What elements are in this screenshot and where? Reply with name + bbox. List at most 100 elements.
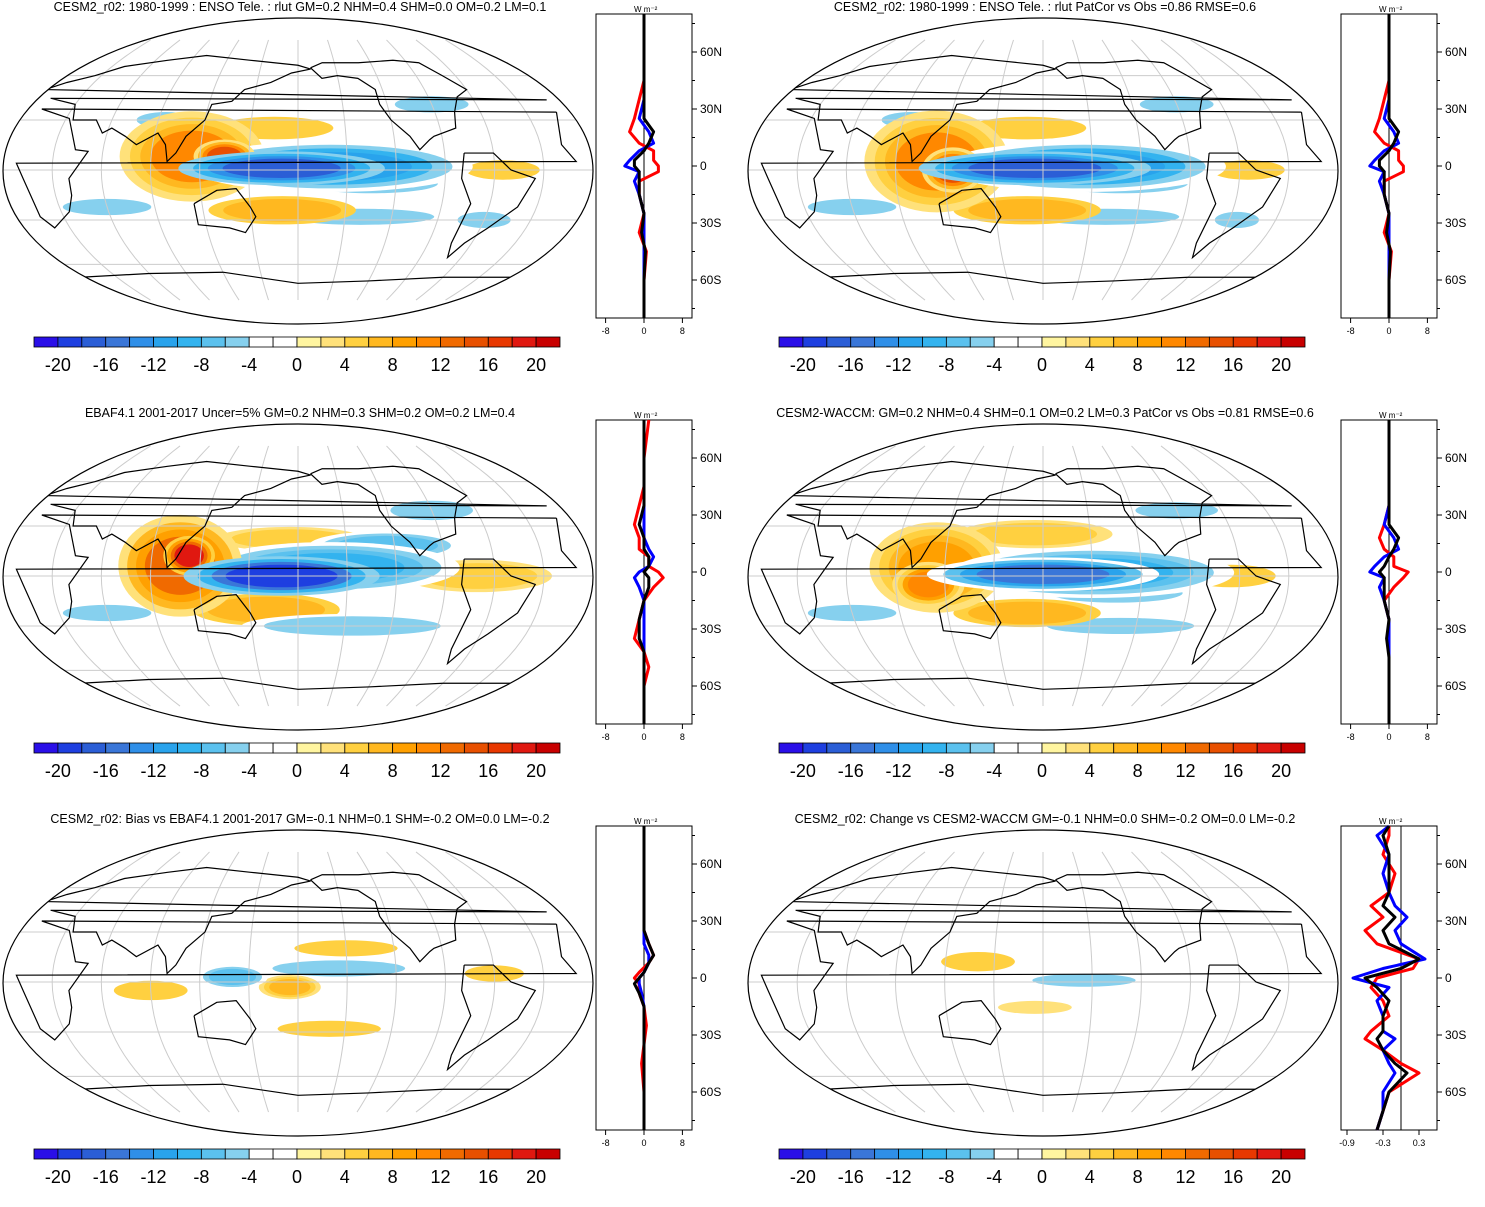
colorbar-swatch — [1161, 742, 1186, 754]
colorbar-swatch — [874, 1148, 899, 1160]
colorbar-swatch — [1256, 1148, 1282, 1160]
colorbar-swatch — [802, 742, 828, 754]
zonal-x-tick-label: -0.9 — [1339, 1138, 1355, 1148]
colorbar-swatch — [153, 742, 178, 754]
colorbar-swatch — [272, 336, 298, 348]
field-anomaly-core — [293, 1023, 366, 1035]
lat-tick-label: 60S — [1445, 273, 1466, 287]
field-anomaly-core — [1047, 975, 1121, 985]
panel-title: CESM2_r02: Change vs CESM2-WACCM GM=-0.1… — [794, 812, 1296, 826]
lat-tick-label: 0 — [700, 971, 707, 985]
lat-tick-label: 60N — [1445, 45, 1467, 59]
colorbar-swatch — [344, 742, 370, 754]
map — [2, 423, 594, 731]
zonal-x-tick-label: -8 — [602, 1138, 610, 1148]
colorbar-swatch — [320, 336, 346, 348]
colorbar-tick-label: -12 — [886, 761, 912, 781]
field-anomaly-core — [985, 120, 1069, 137]
panel-change: CESM2_r02: Change vs CESM2-WACCM GM=-0.1… — [745, 812, 1485, 1207]
colorbar-swatch — [129, 336, 154, 348]
colorbar-swatch — [1161, 1148, 1186, 1160]
lat-tick-label: 30S — [1445, 622, 1466, 636]
colorbar-tick-label: 4 — [340, 761, 350, 781]
colorbar-swatch — [344, 336, 370, 348]
colorbar-swatch — [344, 1148, 370, 1160]
zonal-x-tick-label: -8 — [602, 732, 610, 742]
colorbar-swatch — [368, 336, 394, 348]
colorbar-tick-label: 20 — [1271, 355, 1291, 375]
colorbar-swatch — [392, 742, 417, 754]
colorbar-swatch — [1137, 336, 1162, 348]
colorbar-tick-label: 8 — [388, 761, 398, 781]
colorbar-swatch — [296, 742, 322, 754]
field-anomaly-core — [224, 600, 308, 619]
map — [747, 17, 1339, 325]
lat-tick-label: 30N — [700, 508, 722, 522]
colorbar-swatch — [1041, 336, 1067, 348]
colorbar-tick-label: -4 — [986, 355, 1002, 375]
zonal-unit: W m⁻² — [634, 817, 658, 826]
colorbar-swatch — [416, 742, 441, 754]
colorbar-tick-label: 12 — [1175, 355, 1195, 375]
colorbar-tick-label: 20 — [526, 355, 546, 375]
map — [747, 829, 1339, 1137]
colorbar-swatch — [129, 742, 154, 754]
colorbar-swatch — [296, 1148, 322, 1160]
colorbar-swatch — [1065, 1148, 1091, 1160]
colorbar-tick-label: 0 — [292, 761, 302, 781]
zonal-x-tick-label: 0 — [641, 1138, 646, 1148]
panel-title: CESM2-WACCM: GM=0.2 NHM=0.4 SHM=0.1 OM=0… — [776, 406, 1314, 420]
colorbar-tick-label: 16 — [1223, 355, 1243, 375]
colorbar-swatch — [177, 1148, 202, 1160]
colorbar-swatch — [922, 336, 947, 348]
zonal-x-tick-label: -8 — [602, 326, 610, 336]
colorbar-tick-label: 20 — [1271, 1167, 1291, 1187]
colorbar-swatch — [1208, 1148, 1234, 1160]
panel-title: CESM2_r02: Bias vs EBAF4.1 2001-2017 GM=… — [50, 812, 550, 826]
colorbar-swatch — [440, 1148, 465, 1160]
colorbar-swatch — [272, 742, 298, 754]
graticule — [3, 851, 593, 1113]
colorbar-swatch — [778, 336, 804, 348]
colorbar: -20 -16 -12 -8 -4 0 4 8 12 16 20 — [778, 1148, 1306, 1187]
colorbar-tick-label: 8 — [388, 355, 398, 375]
zonal-line-model — [628, 14, 660, 318]
panel-bias: CESM2_r02: Bias vs EBAF4.1 2001-2017 GM=… — [0, 812, 742, 1207]
panel-cesm2-waccm: CESM2-WACCM: GM=0.2 NHM=0.4 SHM=0.1 OM=0… — [745, 406, 1485, 801]
colorbar-tick-label: -8 — [938, 1167, 954, 1187]
colorbar-swatch — [1137, 742, 1162, 754]
colorbar-tick-label: 8 — [1133, 355, 1143, 375]
field-anomaly-core — [985, 202, 1069, 219]
field-anomaly-core — [988, 161, 1082, 176]
colorbar-swatch — [320, 1148, 346, 1160]
map-border — [747, 829, 1339, 1137]
zonal-x-tick-label: 0 — [641, 732, 646, 742]
field-anomaly-core — [247, 911, 289, 921]
lat-tick-label: 0 — [1445, 159, 1452, 173]
colorbar-swatch — [850, 336, 876, 348]
colorbar-tick-label: -12 — [886, 1167, 912, 1187]
colorbar-swatch — [1017, 742, 1043, 754]
colorbar-tick-label: -4 — [986, 761, 1002, 781]
colorbar-tick-label: -16 — [838, 1167, 864, 1187]
zonal-x-tick-label: 8 — [1425, 732, 1430, 742]
colorbar-swatch — [487, 742, 513, 754]
colorbar: -20 -16 -12 -8 -4 0 4 8 12 16 20 — [33, 336, 561, 375]
colorbar-tick-label: -20 — [45, 761, 71, 781]
zonal-x-tick-label: -0.3 — [1375, 1138, 1391, 1148]
colorbar-swatch — [535, 742, 561, 754]
colorbar-tick-label: -16 — [838, 355, 864, 375]
lat-tick-label: 30S — [700, 216, 721, 230]
lat-tick-label: 0 — [1445, 565, 1452, 579]
colorbar-swatch — [200, 742, 226, 754]
colorbar-swatch — [1113, 336, 1139, 348]
colorbar-swatch — [81, 1148, 107, 1160]
colorbar-swatch — [177, 336, 202, 348]
panel-cesm2-r02-patcor: CESM2_r02: 1980-1999 : ENSO Tele. : rlut… — [745, 0, 1485, 395]
colorbar-tick-label: 20 — [1271, 761, 1291, 781]
colorbar-swatch — [153, 1148, 178, 1160]
graticule — [748, 851, 1338, 1113]
field-anomaly-core — [240, 202, 324, 219]
zonal-x-tick-label: 0 — [641, 326, 646, 336]
lat-tick-label: 60S — [1445, 679, 1466, 693]
